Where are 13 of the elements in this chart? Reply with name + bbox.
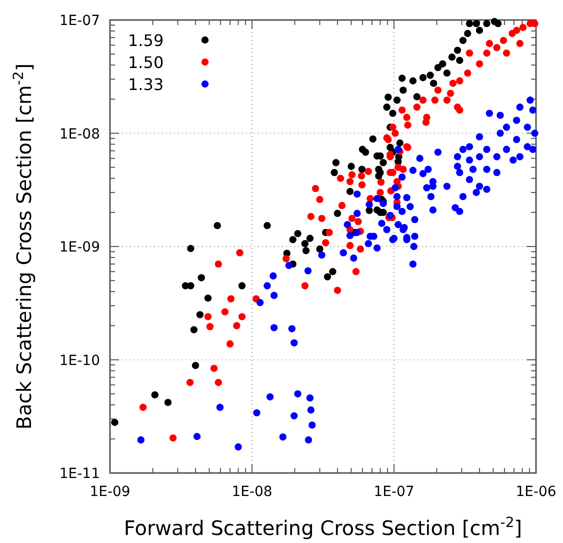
x-axis-title: Forward Scattering Cross Section [cm$^{-2}$]: [124, 515, 522, 540]
y-tick-label: 1E-08: [59, 126, 100, 142]
legend-label: 1.50: [128, 53, 164, 72]
y-tick-label: 1E-09: [59, 240, 100, 256]
legend-label: 1.59: [128, 31, 164, 50]
x-tick-label: 1E-07: [374, 484, 414, 500]
x-tick-label: 1E-08: [232, 484, 272, 500]
legend-label: 1.33: [128, 75, 164, 94]
y-tick-label: 1E-07: [59, 13, 100, 29]
y-tick-label: 1E-11: [59, 466, 100, 482]
x-tick-label: 1E-06: [516, 484, 556, 500]
x-tick-label: 1E-09: [90, 484, 130, 500]
y-tick-label: 1E-10: [59, 352, 100, 369]
